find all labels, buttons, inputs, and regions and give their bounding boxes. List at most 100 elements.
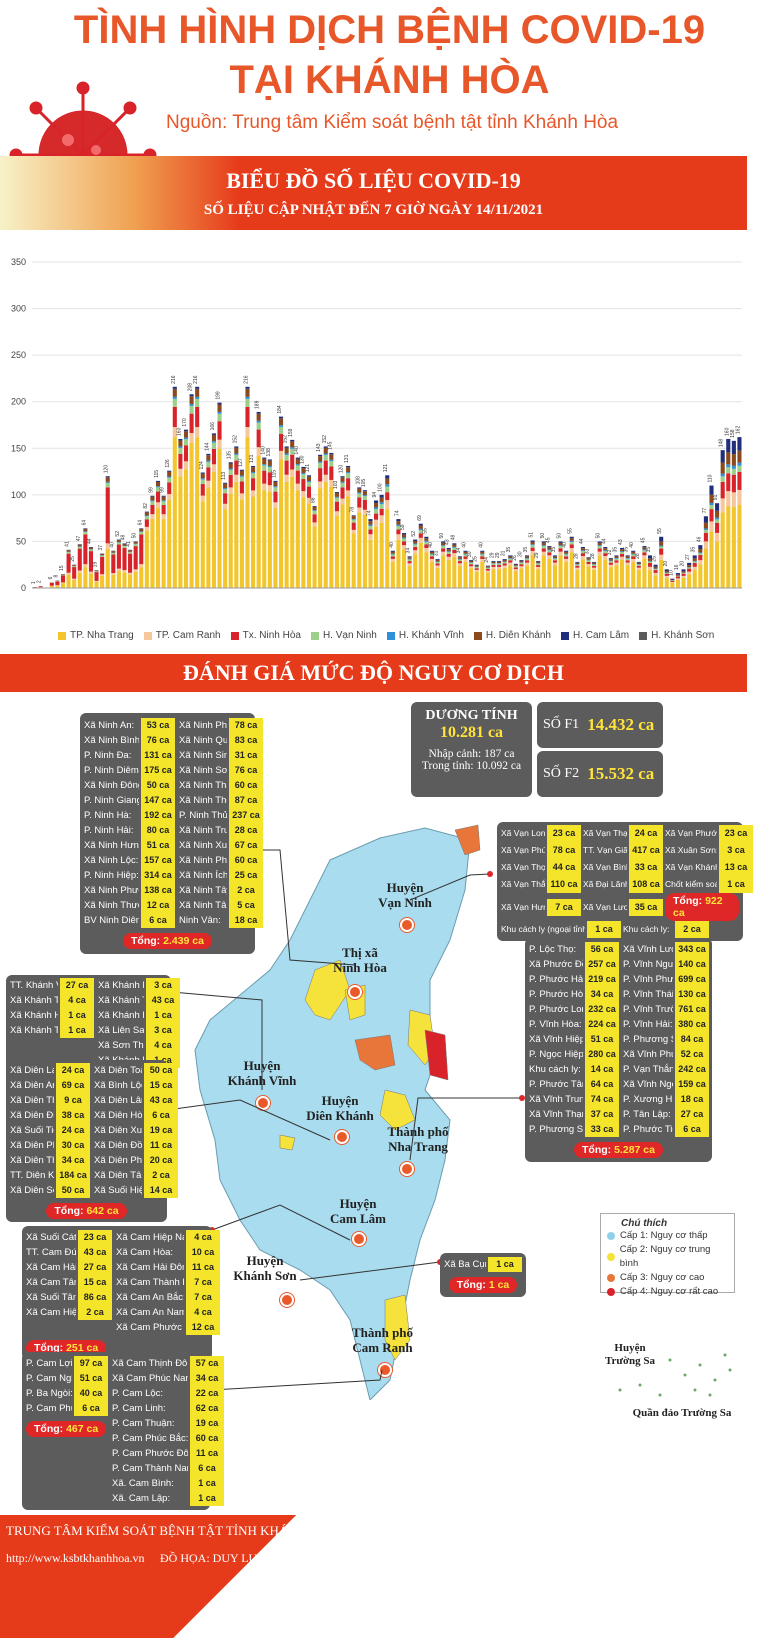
bar-segment bbox=[446, 551, 451, 552]
bar-data-label: 199 bbox=[216, 391, 222, 400]
bar-data-label: 88 bbox=[311, 497, 317, 503]
bar-data-label: 140 bbox=[294, 446, 300, 455]
bar-segment bbox=[726, 473, 731, 492]
bar-segment bbox=[502, 562, 507, 564]
bar-segment bbox=[161, 501, 166, 506]
bar-segment bbox=[301, 468, 306, 473]
case-count: 224 ca bbox=[585, 1017, 619, 1032]
bar-segment bbox=[608, 567, 613, 588]
case-count: 9 ca bbox=[56, 1093, 90, 1108]
bar-segment bbox=[698, 555, 703, 561]
bar-segment bbox=[603, 556, 608, 560]
bar-segment bbox=[346, 473, 351, 479]
bar-segment bbox=[223, 488, 228, 490]
bar-segment bbox=[329, 452, 334, 455]
bar-segment bbox=[441, 546, 446, 549]
bar-segment bbox=[239, 469, 244, 471]
bar-data-label: 25 bbox=[473, 556, 479, 562]
bar-data-label: 148 bbox=[719, 439, 725, 448]
bar-segment bbox=[502, 565, 507, 568]
bar-segment bbox=[245, 398, 250, 407]
map-label-dienkhanh: Huyện Diên Khánh bbox=[306, 1093, 374, 1123]
case-row: P. Vĩnh Nguyên:140 ca bbox=[623, 957, 709, 972]
bar-segment bbox=[586, 561, 591, 565]
f1-value: 14.432 ca bbox=[587, 715, 655, 734]
bar-segment bbox=[407, 563, 412, 566]
case-row: Xã Vạn Hưng:7 ca bbox=[501, 893, 581, 921]
y-tick-label: 100 bbox=[11, 490, 26, 500]
bar-segment bbox=[502, 561, 507, 563]
bar-data-label: 59 bbox=[400, 524, 406, 530]
case-row: Xã Cam Hiệp Bắc:2 ca bbox=[26, 1305, 112, 1320]
bar-segment bbox=[642, 550, 647, 553]
bar-segment bbox=[195, 386, 200, 389]
bar-segment bbox=[66, 553, 71, 573]
case-row: Xã Diên An:69 ca bbox=[10, 1078, 90, 1093]
bar-segment bbox=[334, 516, 339, 588]
bar-segment bbox=[401, 534, 407, 538]
bar-segment bbox=[323, 454, 328, 461]
bar-segment bbox=[312, 522, 317, 527]
bar-segment bbox=[172, 427, 177, 438]
case-row: Xã Khánh Hiệp:1 ca bbox=[10, 1008, 94, 1023]
bar-segment bbox=[379, 504, 384, 509]
bar-segment bbox=[642, 555, 647, 559]
legend-label: H. Cam Lâm bbox=[572, 630, 630, 641]
case-row: P. Cam Phú:6 ca bbox=[26, 1401, 108, 1416]
bar-data-label: 43 bbox=[445, 539, 451, 545]
bar-segment bbox=[60, 583, 66, 588]
case-row: P. Lộc Thọ: 56 ca bbox=[529, 942, 619, 957]
bar-data-label: 52 bbox=[411, 531, 417, 537]
bar-segment bbox=[77, 544, 82, 547]
bar-segment bbox=[569, 536, 574, 539]
bar-segment bbox=[329, 486, 334, 588]
bar-segment bbox=[547, 549, 552, 551]
bar-segment bbox=[88, 571, 93, 574]
chart-legend: TP. Nha Trang TP. Cam Ranh Tx. Ninh Hòa H. … bbox=[58, 630, 748, 641]
case-row: P. Cam Phước Đông:11 ca bbox=[112, 1446, 224, 1461]
bar-segment bbox=[681, 575, 686, 578]
bar-data-label: 35 bbox=[624, 547, 630, 553]
bar-segment bbox=[374, 503, 379, 508]
bar-segment bbox=[452, 553, 457, 557]
ward-name: P. Cam Phúc Bắc: bbox=[112, 1433, 188, 1444]
bar-data-label: 115 bbox=[154, 470, 160, 478]
case-row: P. Vĩnh Hòa: 224 ca bbox=[529, 1017, 619, 1032]
bar-segment bbox=[552, 558, 558, 559]
bar-segment bbox=[301, 479, 306, 492]
bar-segment bbox=[480, 561, 485, 588]
case-row: Xã Suối Cát: 23 ca bbox=[26, 1230, 112, 1245]
footer-url[interactable]: http://www.ksbtkhanhhoa.vn bbox=[6, 1551, 145, 1565]
bar-segment bbox=[457, 556, 462, 558]
case-row-group: Xã Vạn Phú: 78 ca TT. Vạn Giã: 417 ca Xã Xuâ… bbox=[501, 842, 753, 859]
bar-segment bbox=[217, 404, 222, 412]
bar-segment bbox=[536, 563, 541, 564]
ward-name: Xã Cam An Bắc: bbox=[116, 1292, 184, 1303]
y-tick-label: 150 bbox=[11, 443, 26, 453]
footer-org: TRUNG TÂM KIỂM SOÁT BỆNH TẬT TỈNH KHÁNH … bbox=[6, 1523, 339, 1538]
bar-segment bbox=[726, 491, 731, 507]
ward-name: Xã Vĩnh Lương: bbox=[623, 944, 673, 955]
bar-segment bbox=[675, 574, 681, 576]
bar-segment bbox=[603, 551, 608, 554]
bar-data-label: 41 bbox=[126, 541, 132, 547]
total-badge: Tổng: 922 ca bbox=[665, 893, 739, 921]
bar-segment bbox=[603, 548, 608, 551]
bar-segment bbox=[228, 463, 233, 469]
ward-name: Ninh Vân: bbox=[179, 915, 221, 926]
case-row: Xã Phước Đồng:257 ca bbox=[529, 957, 619, 972]
bar-segment bbox=[530, 545, 535, 548]
bar-segment bbox=[519, 566, 524, 569]
bar-segment bbox=[83, 531, 88, 535]
ward-name: Xã Diên Sơn: bbox=[10, 1185, 54, 1196]
bar-segment bbox=[703, 548, 708, 588]
bar-segment bbox=[401, 538, 407, 542]
local-count: Trong tỉnh: 10.092 ca bbox=[421, 760, 522, 772]
bar-segment bbox=[452, 547, 457, 550]
bar-segment bbox=[726, 464, 731, 468]
ward-name: P. Ngọc Hiệp: bbox=[529, 1049, 583, 1060]
bar-segment bbox=[424, 544, 429, 549]
ward-name: P. Vạn Thắng: bbox=[623, 1064, 673, 1075]
bar-segment bbox=[273, 480, 278, 482]
bar-segment bbox=[178, 446, 183, 448]
